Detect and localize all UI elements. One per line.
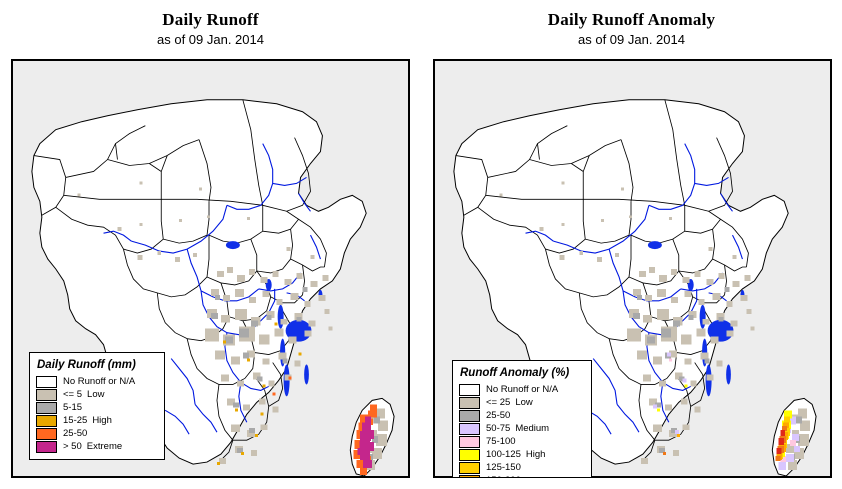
legend-swatch [459, 461, 480, 474]
legend-item[interactable]: > 50 Extreme [36, 440, 157, 453]
page-subtitle-right: as of 09 Jan. 2014 [578, 32, 685, 47]
map-canvas-daily-runoff-anomaly[interactable]: Runoff Anomaly (%) No Runoff or N/A <= 2… [433, 59, 832, 478]
legend-item[interactable]: 15-25 High [36, 414, 157, 427]
legend-label: <= 5 Low [63, 388, 105, 400]
legend-swatch [459, 409, 480, 422]
legend-swatch [459, 474, 480, 477]
legend-label: > 50 Extreme [63, 440, 123, 452]
legend-swatch [36, 427, 57, 440]
country-borders [455, 99, 749, 459]
legend-item[interactable]: 50-75 Medium [459, 422, 584, 435]
legend-swatch [36, 375, 57, 388]
legend-label: 125-150 [486, 461, 521, 473]
legend-item[interactable]: <= 25 Low [459, 396, 584, 409]
legend-title: Daily Runoff (mm) [37, 359, 136, 371]
legend-swatch [459, 422, 480, 435]
page-subtitle-left: as of 09 Jan. 2014 [157, 32, 264, 47]
legend-swatch [459, 396, 480, 409]
legend-item[interactable]: 25-50 [459, 409, 584, 422]
legend-item[interactable]: 125-150 [459, 461, 584, 474]
panel-daily-runoff: Daily Runoff as of 09 Jan. 2014 [11, 10, 410, 478]
legend-runoff-anomaly: Runoff Anomaly (%) No Runoff or N/A <= 2… [452, 360, 592, 478]
legend-label: <= 25 Low [486, 396, 533, 408]
legend-title: Runoff Anomaly (%) [460, 367, 570, 379]
legend-item[interactable]: 150-200 [459, 474, 584, 478]
legend-label: 5-15 [63, 401, 83, 413]
legend-label: 25-50 [486, 409, 511, 421]
legend-item[interactable]: 100-125 High [459, 448, 584, 461]
legend-item[interactable]: 75-100 [459, 435, 584, 448]
runoff-raster-layer [77, 181, 389, 476]
legend-rows-right: No Runoff or N/A <= 25 Low 25-50 [459, 383, 584, 478]
page-title-right: Daily Runoff Anomaly [547, 10, 716, 29]
legend-swatch [459, 383, 480, 396]
legend-item[interactable]: 25-50 [36, 427, 157, 440]
legend-swatch [36, 440, 57, 453]
legend-label: 100-125 High [486, 448, 546, 460]
legend-swatch [36, 401, 57, 414]
legend-item[interactable]: No Runoff or N/A [459, 383, 584, 396]
legend-item[interactable]: <= 5 Low [36, 388, 157, 401]
legend-rows-left: No Runoff or N/A <= 5 Low 5-15 [36, 375, 157, 453]
legend-swatch [36, 414, 57, 427]
legend-label: No Runoff or N/A [63, 375, 136, 387]
legend-swatch [36, 388, 57, 401]
legend-label: 25-50 [63, 427, 88, 439]
country-borders [33, 99, 327, 459]
legend-swatch [459, 435, 480, 448]
legend-item[interactable]: No Runoff or N/A [36, 375, 157, 388]
legend-swatch [459, 448, 480, 461]
panel-daily-runoff-anomaly: Daily Runoff Anomaly as of 09 Jan. 2014 [421, 0, 842, 489]
legend-item[interactable]: 5-15 [36, 401, 157, 414]
anomaly-raster-layer [499, 181, 811, 471]
legend-label: 50-75 Medium [486, 422, 550, 434]
page-title-left: Daily Runoff [162, 10, 259, 29]
legend-label: No Runoff or N/A [486, 383, 559, 395]
legend-label: 15-25 High [63, 414, 112, 426]
legend-label: 75-100 [486, 435, 516, 447]
legend-label: 150-200 [486, 475, 526, 478]
